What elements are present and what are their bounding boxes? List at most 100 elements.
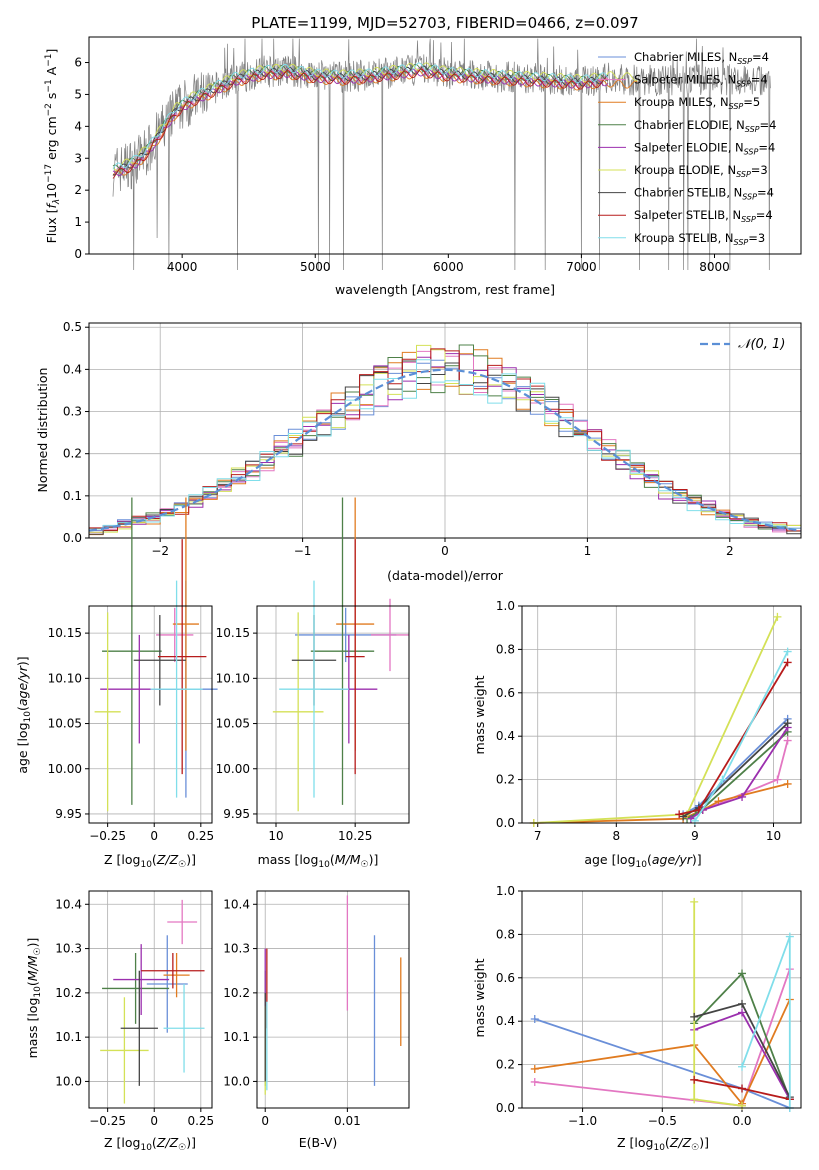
y-tick-label: 10.15 [216, 626, 250, 640]
y-tick-label: 0.6 [496, 971, 515, 985]
spectrum-panel: 4000 5000 6000 7000 8000 0 1 2 3 4 5 6 wavelength [… [44, 36, 802, 297]
model-spectrum-line [112, 69, 638, 176]
legend-model-name: Salpeter MILES, N [634, 73, 736, 87]
y-tick-label: 1.0 [496, 599, 515, 613]
y-tick-label: 0.2 [63, 447, 82, 461]
legend-model-name: Salpeter STELIB, N [634, 208, 741, 222]
errorbar-point [102, 497, 162, 805]
residual-xlabel: (data-model)/error [387, 568, 504, 583]
legend-subscript: SSP [729, 102, 744, 111]
mass-weight-marker [738, 792, 747, 801]
mass-weight-marker [785, 932, 794, 941]
model-spectrum-line [112, 68, 609, 177]
y-tick-label: 10.10 [216, 671, 250, 685]
legend-subscript: SSP [737, 57, 752, 66]
y-tick-label: 6 [74, 56, 82, 70]
y-tick-label: 10.00 [216, 762, 250, 776]
age-vs-metallicity-panel: −0.25 0 0.25 9.95 10.00 10.05 10.10 10.15 [48, 497, 218, 843]
model-spectrum-line [112, 65, 609, 176]
errorbar-point [157, 539, 207, 775]
x-tick-label: 0 [441, 544, 449, 558]
age-z-xlabel: Z [log10(Z/Z☉)] [104, 852, 196, 870]
y-tick-label: 0.0 [496, 1101, 515, 1115]
age-mass-xlabel: mass [log10(M/M☉)] [258, 852, 379, 870]
mass-weight-marker [718, 775, 727, 784]
legend-entry: Chabrier MILES, NSSP=4 [634, 50, 769, 66]
y-tick-label: 10.1 [223, 1030, 250, 1044]
model-spectrum-line [112, 68, 609, 179]
mass-weight-vs-age-panel: 7 8 9 10 0.0 0.2 0.4 0.6 0.8 1.0 [496, 599, 802, 843]
mw-z-ylabel: mass weight [472, 958, 487, 1037]
y-tick-label: 0.2 [496, 1058, 515, 1072]
panel-frame [256, 605, 410, 824]
residual-frame [88, 322, 802, 539]
mass-weight-series-line [533, 783, 788, 824]
residual-legend: 𝒩(0, 1) [700, 337, 785, 352]
y-tick-label: 10.2 [55, 986, 82, 1000]
y-tick-label: 5 [74, 87, 82, 101]
legend-subscript: SSP [736, 80, 751, 89]
y-tick-label: 10.0 [223, 1074, 250, 1088]
x-tick-label: −1.0 [568, 1114, 597, 1128]
legend-nssp: =4 [757, 186, 774, 200]
y-tick-label: 10.3 [223, 942, 250, 956]
legend-model-name: Kroupa ELODIE, N [634, 163, 736, 177]
legend-nssp: =4 [756, 208, 773, 222]
mass-weight-vs-metallicity-panel: −1.0 −0.5 0.0 0.0 0.2 0.4 0.6 0.8 1.0 [496, 884, 802, 1128]
mass-weight-marker [530, 1077, 539, 1086]
y-tick-label: 10.0 [55, 1074, 82, 1088]
mass-weight-marker [690, 1075, 699, 1084]
y-tick-label: 0.0 [496, 816, 515, 830]
mass-z-ylabel: mass [log10(M/M☉)] [25, 938, 43, 1059]
mass-weight-marker [690, 1095, 699, 1104]
mw-z-xlabel: Z [log10(Z/Z☉)] [617, 1135, 709, 1153]
y-tick-label: 0.0 [63, 531, 82, 545]
y-tick-label: 3 [74, 151, 82, 165]
legend-subscript: SSP [736, 170, 751, 179]
panel-frame [88, 890, 213, 1109]
y-tick-label: 0.4 [496, 1014, 515, 1028]
x-tick-label: 0.25 [187, 1114, 214, 1128]
y-tick-label: 0.8 [496, 642, 515, 656]
errorbar-point [272, 612, 324, 812]
spectrum-xlabel: wavelength [Angstrom, rest frame] [335, 282, 555, 297]
x-tick-label: 0 [150, 1114, 158, 1128]
model-spectrum-line [112, 62, 609, 170]
x-tick-label: 10 [268, 829, 283, 843]
mass-weight-marker [773, 775, 782, 784]
gaussian-reference-curve [88, 368, 802, 532]
mass-weight-marker [738, 1062, 747, 1071]
errorbar-point [120, 970, 158, 1086]
legend-nssp: =5 [743, 95, 760, 109]
y-tick-label: 10.05 [216, 717, 250, 731]
y-tick-label: 2 [74, 183, 82, 197]
y-tick-label: 10.00 [48, 762, 82, 776]
mass-weight-marker [773, 612, 782, 621]
age-z-ylabel: age [log10(age/yr)] [15, 656, 33, 773]
errorbar-point [163, 953, 190, 998]
x-tick-label: 8 [612, 829, 620, 843]
x-tick-label: −2 [151, 544, 169, 558]
y-tick-label: 1.0 [496, 884, 515, 898]
errorbar-point [133, 615, 186, 706]
x-tick-label: 4000 [167, 260, 198, 274]
legend-model-name: Kroupa MILES, N [634, 95, 729, 109]
panel-frame [521, 890, 802, 1109]
y-tick-label: 0.1 [63, 489, 82, 503]
x-tick-label: 10 [766, 829, 781, 843]
legend-subscript: SSP [734, 238, 749, 247]
legend-entry: Kroupa ELODIE, NSSP=3 [634, 163, 768, 179]
legend-entry: Chabrier STELIB, NSSP=4 [634, 186, 774, 202]
legend-model-name: Chabrier ELODIE, N [634, 118, 745, 132]
legend-model-name: Chabrier MILES, N [634, 50, 737, 64]
mass-weight-marker [738, 1084, 747, 1093]
mw-age-xlabel: age [log10(age/yr)] [584, 852, 701, 870]
x-tick-label: 0.01 [334, 1114, 361, 1128]
y-tick-label: 10.2 [223, 986, 250, 1000]
spectrum-ylabel: Flux [fλ10−17 erg cm−2 s−1 A−1] [44, 49, 62, 244]
legend-nssp: =3 [751, 163, 768, 177]
mass-ebv-xlabel: E(B-V) [299, 1135, 338, 1150]
x-tick-label: 5000 [300, 260, 331, 274]
